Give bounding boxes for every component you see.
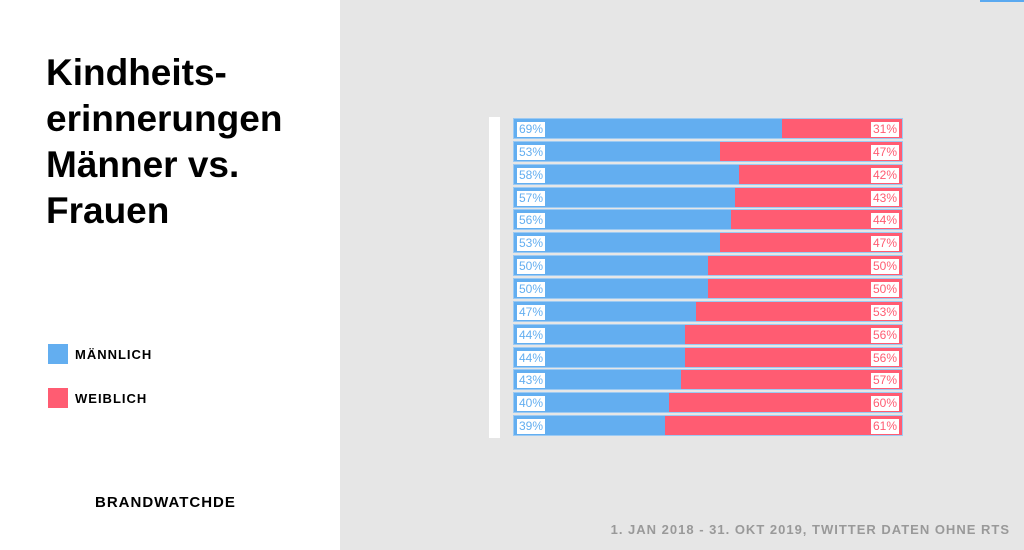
bar-female [684, 347, 902, 367]
value-label-female: 50% [870, 259, 899, 275]
bar-male [514, 370, 681, 390]
bar-female [731, 210, 902, 230]
legend-label-female: WEIBLICH [75, 390, 148, 406]
stacked-bar: 39% 61% [513, 415, 903, 437]
value-label-male: 40% [517, 396, 546, 412]
bar-male [514, 164, 740, 184]
value-label-female: 60% [870, 396, 899, 412]
bar-row: ERINNERUNGEN 53% 47% [340, 140, 940, 162]
bar-male [514, 324, 685, 344]
bar-male [514, 301, 697, 321]
stacked-bar: 44% 56% [513, 323, 903, 345]
legend-swatch-male [48, 344, 68, 364]
value-label-male: 44% [517, 350, 546, 366]
bar-row: MÄRCHEN/BÜCHER 43% 57% [340, 369, 940, 391]
legend-swatch-female [48, 388, 68, 408]
bar-female [708, 278, 902, 298]
bar-female [719, 233, 902, 253]
value-label-female: 31% [870, 122, 899, 137]
stacked-bar: 47% 53% [513, 300, 903, 322]
footnote: 1. JAN 2018 - 31. OKT 2019, TWITTER DATE… [610, 522, 1010, 537]
value-label-female: 56% [870, 350, 899, 366]
value-label-male: 58% [517, 167, 546, 183]
bar-row: KRANKHEITEN 44% 56% [340, 323, 940, 345]
value-label-male: 43% [517, 373, 546, 389]
value-label-female: 44% [870, 213, 899, 229]
value-label-female: 47% [870, 144, 899, 160]
value-label-female: 53% [870, 304, 899, 320]
bar-row: MUSIK 53% 47% [340, 232, 940, 254]
legend-label-male: MÄNNLICH [75, 346, 153, 362]
stacked-bar: 58% 42% [513, 163, 903, 185]
legend-male: MÄNNLICH [48, 344, 152, 364]
brand-label: BRANDWATCHDE [95, 494, 236, 511]
bar-female [665, 416, 902, 436]
bar-row: ELTERN 50% 50% [340, 277, 940, 299]
value-label-female: 47% [870, 236, 899, 252]
value-label-female: 50% [870, 281, 899, 297]
stacked-bar: 50% 50% [513, 277, 903, 299]
bar-male [514, 256, 708, 276]
bar-female [696, 301, 902, 321]
bar-row: VERWANDTE 40% 60% [340, 392, 940, 414]
chart-title: Kindheits-erinnerungen Männer vs. Frauen [46, 52, 283, 231]
stacked-bar: 57% 43% [513, 186, 903, 208]
bar-row: SPIELEN 58% 42% [340, 163, 940, 185]
axis-strip [489, 117, 500, 438]
value-label-female: 61% [870, 419, 899, 435]
value-label-male: 50% [517, 259, 546, 275]
value-label-female: 43% [870, 190, 899, 206]
value-label-male: 39% [517, 419, 546, 435]
stacked-bar: 69% 31% [513, 118, 903, 139]
value-label-male: 69% [517, 122, 546, 137]
bar-male [514, 187, 736, 207]
stacked-bar: 53% 47% [513, 140, 903, 162]
bar-row: AUTO 57% 43% [340, 186, 940, 208]
value-label-male: 50% [517, 281, 546, 297]
bar-male [514, 347, 685, 367]
bar-female [708, 256, 902, 276]
bar-row: SCHULE 56% 44% [340, 209, 940, 231]
value-label-male: 44% [517, 327, 546, 343]
bar-row: PAPA 50% 50% [340, 255, 940, 277]
bar-male [514, 233, 720, 253]
bar-male [514, 416, 666, 436]
bar-female [735, 187, 902, 207]
bar-female [719, 141, 902, 161]
top-accent-line [980, 0, 1024, 2]
value-label-male: 53% [517, 144, 546, 160]
stacked-bar: 56% 44% [513, 209, 903, 231]
value-label-female: 57% [870, 373, 899, 389]
bar-female [739, 164, 902, 184]
stacked-bar: 50% 50% [513, 255, 903, 277]
stacked-bar: 43% 57% [513, 369, 903, 391]
stacked-bar: 40% 60% [513, 392, 903, 414]
bar-female [669, 393, 902, 413]
bar-female [684, 324, 902, 344]
value-label-female: 42% [870, 167, 899, 183]
bar-row: TWITTER GESAMT 69% 31% [340, 118, 940, 139]
bar-row: ESSEN 44% 56% [340, 346, 940, 368]
bar-male [514, 141, 720, 161]
bar-male [514, 393, 670, 413]
legend-female: WEIBLICH [48, 388, 147, 408]
stacked-bar: 53% 47% [513, 232, 903, 254]
bar-male [514, 119, 782, 138]
value-label-male: 56% [517, 213, 546, 229]
stacked-bar: 44% 56% [513, 346, 903, 368]
value-label-male: 57% [517, 190, 546, 206]
bar-male [514, 278, 708, 298]
value-label-male: 47% [517, 304, 546, 320]
bar-male [514, 210, 732, 230]
bar-row: MAMA 39% 61% [340, 415, 940, 437]
value-label-male: 53% [517, 236, 546, 252]
value-label-female: 56% [870, 327, 899, 343]
bar-row: WEIHNACHTEN 47% 53% [340, 300, 940, 322]
bar-female [680, 370, 902, 390]
